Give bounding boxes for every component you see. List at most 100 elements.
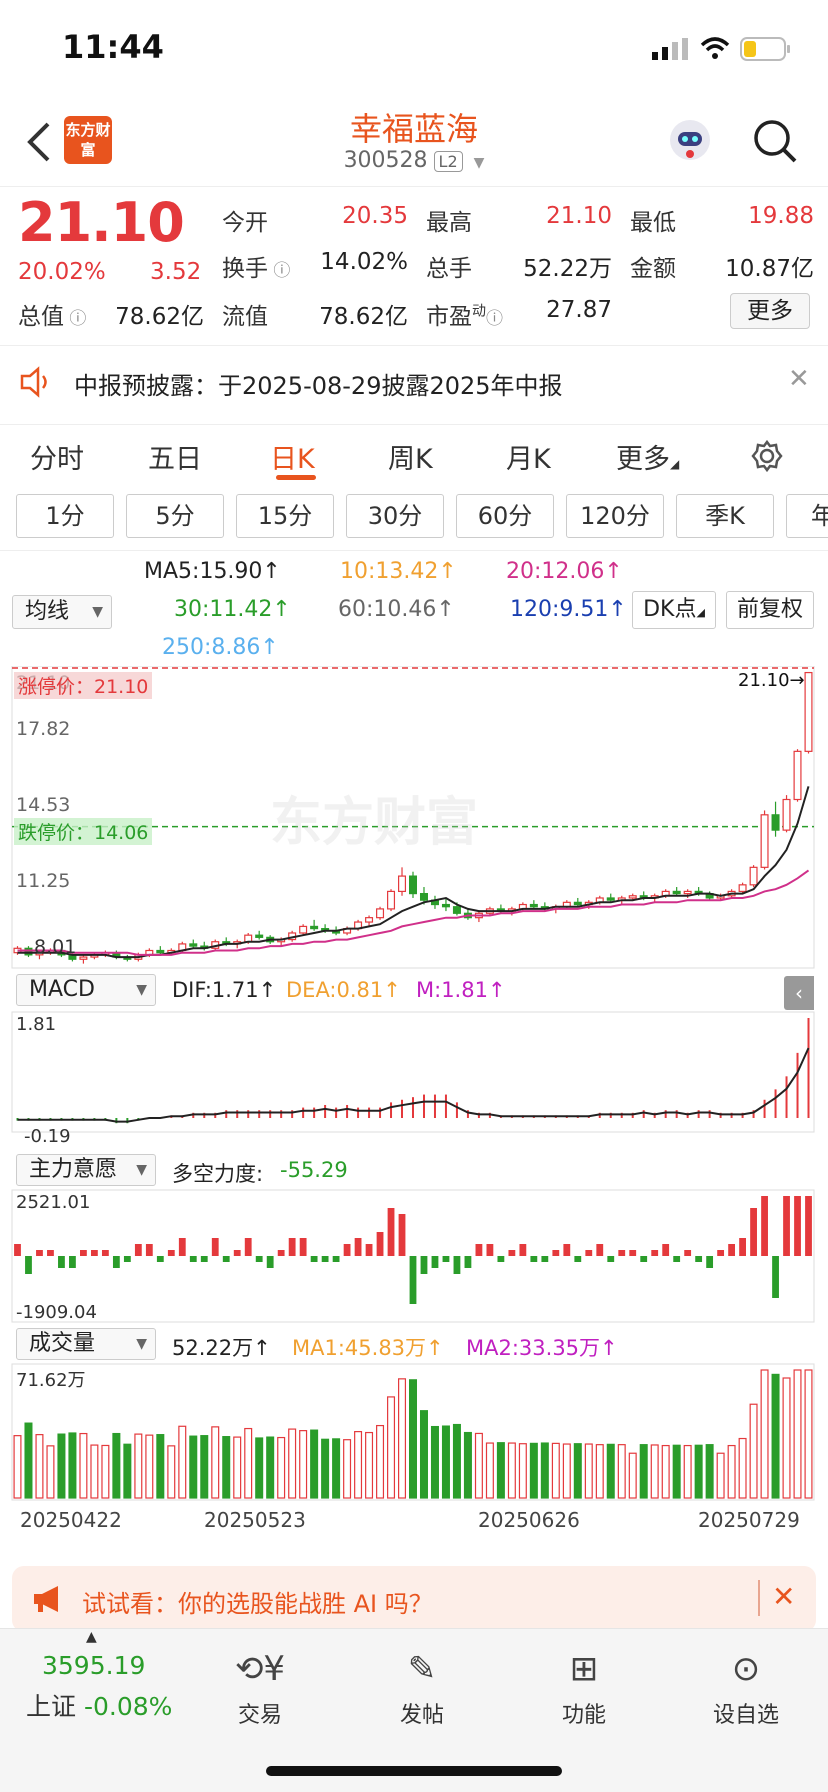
pencil-icon: ✎	[407, 1649, 437, 1689]
interval-5min[interactable]: 5分	[126, 494, 224, 538]
back-icon[interactable]	[26, 120, 52, 164]
search-icon[interactable]	[752, 118, 798, 164]
active-tab-indicator	[276, 475, 316, 480]
promo-banner[interactable]: 试试看：你的选股能战胜 AI 吗？ ✕	[12, 1566, 816, 1632]
dk-point-button[interactable]: DK点◢	[632, 591, 716, 629]
chevron-down-icon: ▼	[136, 1162, 147, 1178]
nav-functions[interactable]: ⊞ 功能	[524, 1649, 644, 1729]
interval-15min[interactable]: 15分	[236, 494, 334, 538]
tab-intraday[interactable]: 分时	[30, 444, 84, 475]
ma-selector[interactable]: 均线 ▼	[12, 595, 112, 629]
volume-bar	[255, 1437, 264, 1499]
candle-body	[606, 897, 615, 901]
volume-bar	[365, 1431, 374, 1499]
volume-bar	[595, 1444, 604, 1499]
close-icon[interactable]: ✕	[772, 1580, 796, 1613]
promo-divider	[758, 1580, 760, 1616]
index-value[interactable]: 3595.19	[42, 1651, 146, 1680]
candle-body	[255, 934, 264, 938]
force-bar	[343, 1244, 351, 1256]
volume-bar	[661, 1444, 670, 1499]
volume-bar	[727, 1444, 736, 1499]
volume-selector[interactable]: 成交量 ▼	[16, 1328, 156, 1360]
macd-selector[interactable]: MACD ▼	[16, 974, 156, 1006]
force-bar	[277, 1250, 285, 1256]
volume-bar	[24, 1422, 33, 1499]
force-bar	[387, 1208, 395, 1256]
force-bar	[618, 1250, 626, 1256]
tab-five-day[interactable]: 五日	[148, 444, 202, 475]
quote-panel: 21.10 20.02% 3.52 今开 20.35 最高 21.10 最低 1…	[0, 186, 828, 346]
candle-body	[24, 947, 33, 956]
force-bar	[299, 1238, 307, 1256]
interval-120min[interactable]: 120分	[566, 494, 664, 538]
volume-bar	[343, 1439, 352, 1499]
chevron-down-icon: ▼	[136, 1336, 147, 1352]
force-bar	[167, 1250, 175, 1256]
volume-bar	[540, 1442, 549, 1499]
robot-assistant-icon[interactable]	[666, 116, 714, 164]
kline-chart-area[interactable]	[0, 666, 828, 1546]
interval-1min[interactable]: 1分	[16, 494, 114, 538]
candle-body	[398, 875, 407, 893]
volume-bar	[738, 1437, 747, 1499]
close-icon[interactable]: ✕	[788, 364, 810, 394]
ma-legend: MA5:15.90↑ 10:13.42↑ 20:12.06↑ 均线 ▼ 30:11…	[0, 550, 828, 666]
ma60-value: 60:10.46↑	[338, 597, 455, 622]
amount-value: 10.87亿	[725, 256, 814, 282]
force-bar	[783, 1196, 790, 1256]
force-bar	[80, 1250, 87, 1256]
index-change: -0.08%	[83, 1692, 173, 1721]
nav-trade[interactable]: ⟲¥ 交易	[200, 1649, 320, 1729]
force-bar	[805, 1196, 812, 1256]
tab-daily-k[interactable]: 日K	[270, 444, 315, 475]
notice-bar[interactable]: 中报预披露：于2025-08-29披露2025年中报 ✕	[0, 350, 828, 414]
volume-bar	[233, 1436, 242, 1499]
main-force-selector[interactable]: 主力意愿 ▼	[16, 1154, 156, 1186]
gear-icon[interactable]	[750, 439, 784, 473]
volume-bar	[244, 1427, 253, 1499]
candle-body	[804, 671, 813, 752]
tab-monthly-k[interactable]: 月K	[506, 444, 551, 475]
home-indicator	[266, 1766, 562, 1776]
force-bar	[519, 1244, 527, 1256]
volume-bar	[496, 1442, 505, 1499]
interval-30min[interactable]: 30分	[346, 494, 444, 538]
adjust-price-button[interactable]: 前复权	[726, 591, 814, 629]
candle-body	[573, 901, 582, 906]
volume-bar	[200, 1435, 209, 1499]
force-bar	[530, 1256, 538, 1262]
float-cap-label: 流值	[222, 304, 268, 330]
volume-bar	[485, 1442, 494, 1499]
interval-year[interactable]: 年	[786, 494, 828, 538]
nav-add-watchlist[interactable]: ⊙ 设自选	[686, 1649, 806, 1729]
volume-bar	[123, 1443, 132, 1499]
tab-weekly-k[interactable]: 周K	[388, 444, 433, 475]
interval-60min[interactable]: 60分	[456, 494, 554, 538]
stock-name: 幸福蓝海	[349, 110, 478, 148]
candle-body	[529, 903, 538, 908]
volume-bar	[441, 1425, 450, 1499]
volume-bar	[705, 1444, 714, 1499]
index-summary[interactable]: 上证 -0.08%	[26, 1687, 172, 1723]
chevron-down-icon: ▼	[136, 982, 147, 998]
stock-code[interactable]: 300528 L2 ▼	[0, 148, 828, 173]
low-label: 最低	[630, 210, 676, 236]
more-button[interactable]: 更多	[730, 293, 810, 329]
force-bar	[497, 1256, 505, 1262]
volume-bar	[288, 1428, 297, 1499]
volume-bar	[782, 1377, 791, 1499]
force-bar	[717, 1250, 725, 1256]
app-logo: 东方财富	[64, 116, 112, 164]
period-tabs: 分时 五日 日K 周K 月K 更多◢	[0, 424, 828, 484]
force-bar	[354, 1238, 362, 1256]
force-bar	[25, 1256, 32, 1274]
force-bar	[585, 1250, 593, 1256]
volume-bar	[452, 1423, 461, 1499]
interval-quarter[interactable]: 季K	[676, 494, 774, 538]
force-bar	[761, 1196, 768, 1256]
grid-icon: ⊞	[569, 1649, 599, 1689]
nav-post[interactable]: ✎ 发帖	[362, 1649, 482, 1729]
volume-bar	[387, 1396, 396, 1499]
tab-more[interactable]: 更多◢	[616, 444, 680, 475]
